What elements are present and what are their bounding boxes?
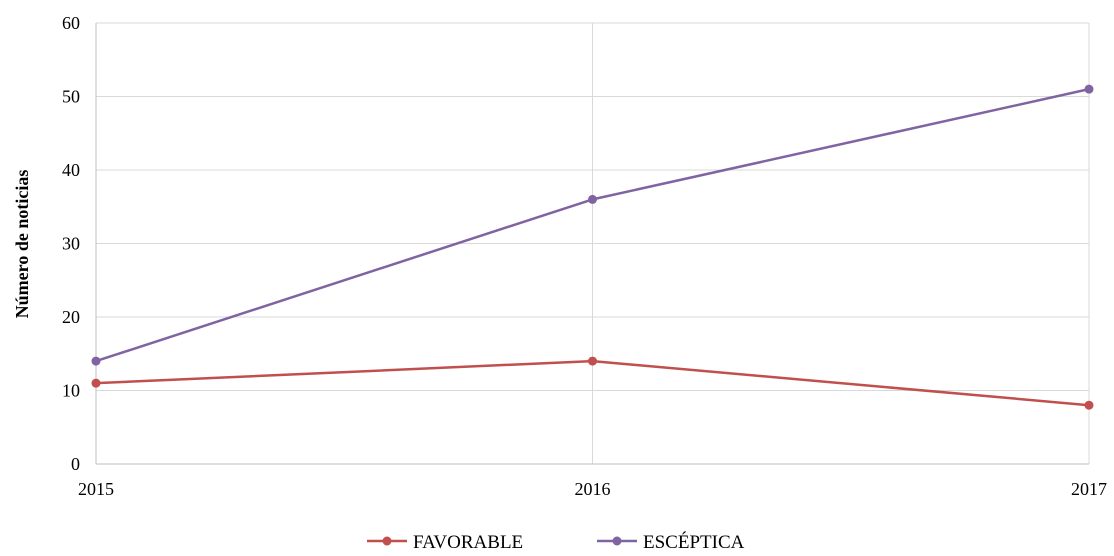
grid-layer	[96, 22, 1090, 464]
y-tick-label: 0	[71, 454, 80, 474]
x-tick-label: 2017	[1071, 479, 1107, 499]
y-axis-title: Número de noticias	[12, 170, 32, 319]
y-tick-label: 50	[62, 87, 80, 107]
data-point-favorable-2016	[588, 356, 597, 366]
label-layer: Número de noticias 0 10 20 30 40 50 60 2015 2016…	[12, 13, 1107, 499]
axis-layer	[95, 23, 1089, 465]
legend-item-esceptica: ESCÉPTICA	[597, 531, 745, 553]
legend-label: ESCÉPTICA	[643, 531, 745, 551]
y-tick-label: 20	[62, 307, 80, 327]
y-tick-label: 40	[62, 160, 80, 180]
legend-swatch-marker	[612, 536, 622, 546]
legend-item-favorable: FAVORABLE	[367, 532, 523, 553]
data-point-esceptica-2015	[91, 356, 101, 366]
series-layer	[91, 84, 1094, 410]
data-point-favorable-2015	[91, 378, 101, 388]
legend: FAVORABLE ESCÉPTICA	[367, 531, 745, 553]
legend-swatch-marker	[382, 536, 392, 546]
x-tick-label: 2015	[78, 479, 114, 499]
y-tick-label: 60	[62, 13, 80, 33]
x-tick-label: 2016	[575, 479, 611, 499]
data-point-esceptica-2017	[1084, 84, 1094, 94]
y-tick-label: 30	[62, 234, 80, 254]
y-tick-label: 10	[62, 381, 80, 401]
legend-label: FAVORABLE	[413, 532, 523, 551]
data-point-favorable-2017	[1084, 400, 1094, 410]
data-point-esceptica-2016	[588, 194, 597, 204]
